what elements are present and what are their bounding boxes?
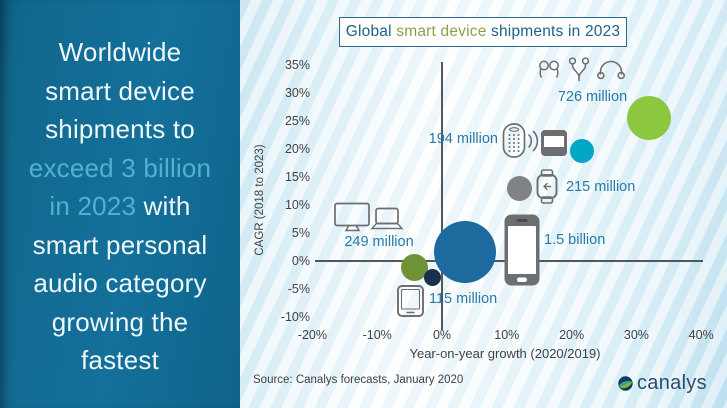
- label-speakers-streamers: 194 million: [428, 131, 498, 147]
- icon-layer: 726 million 194 million 215 million 1.5 …: [240, 0, 727, 408]
- headline-line: smart personal: [0, 226, 240, 265]
- bubble-tablets: [423, 269, 441, 287]
- bubble-pcs: [400, 253, 428, 281]
- headline-line: fastest: [0, 341, 240, 380]
- title-highlight: smart device: [396, 23, 487, 40]
- bubble-wearables: [506, 175, 532, 201]
- laptop-icon: [370, 207, 404, 230]
- label-personal-audio: 726 million: [557, 89, 628, 105]
- headline-text: fastest: [81, 345, 159, 375]
- headline-text: growing the: [51, 306, 189, 337]
- tablet-icon: [397, 285, 424, 317]
- canalys-globe-icon: [618, 375, 633, 391]
- y-axis-tick: -10%: [280, 310, 310, 324]
- bubble-smartphones: [433, 221, 496, 284]
- canalys-wordmark: canalys: [637, 372, 707, 394]
- headline-text: shipments to: [45, 114, 195, 144]
- earbuds-icon: [539, 60, 559, 78]
- chart-region: Global smart device shipments in 2023 CA…: [240, 0, 727, 408]
- bubble-speakers-streamers: [569, 139, 594, 164]
- headline-line: Worldwide: [0, 33, 240, 72]
- x-axis-tick: -10%: [362, 328, 392, 342]
- headline-line: shipments to: [0, 110, 240, 149]
- smartwatch-icon: [536, 169, 558, 204]
- headline-panel: Worldwide smart device shipments to exceed …: [0, 0, 240, 408]
- y-axis-tick: 25%: [284, 114, 310, 128]
- x-axis-tick: 0%: [432, 328, 452, 342]
- y-axis-tick: 5%: [291, 226, 310, 240]
- headline-line: growing the: [0, 303, 240, 342]
- media-streamer-icon: [541, 130, 567, 156]
- smartphone-icon: [504, 214, 540, 286]
- headline-highlight: exceed 3 billion: [28, 152, 212, 183]
- canalys-logo: canalys: [618, 373, 707, 393]
- headline-line: exceed 3 billion: [0, 149, 240, 188]
- x-axis-tick: 40%: [688, 328, 714, 342]
- desktop-icon: [334, 202, 370, 232]
- y-axis-tick: 0%: [291, 254, 310, 268]
- headline-text: with: [143, 191, 191, 221]
- headline-line: in 2023 with: [0, 187, 240, 226]
- headline-text: Worldwide: [58, 37, 182, 67]
- headphones-icon: [597, 60, 626, 80]
- smart-speaker-icon: [502, 123, 539, 158]
- x-axis-tick: 20%: [559, 328, 585, 342]
- chart-title-box: Global smart device shipments in 2023: [339, 17, 627, 47]
- x-axis-title: Year-on-year growth (2020/2019): [409, 346, 601, 361]
- x-axis-tick: -20%: [297, 328, 327, 342]
- plot-layer: CAGR (2018 to 2023) Year-on-year growth …: [240, 0, 727, 408]
- label-wearables: 215 million: [566, 179, 636, 195]
- source-note: Source: Canalys forecasts, January 2020: [253, 374, 464, 386]
- headline-highlight: in 2023: [49, 191, 144, 221]
- headline-line: audio category: [0, 264, 240, 303]
- x-axis-tick: 30%: [623, 328, 649, 342]
- y-axis-tick: 20%: [284, 142, 310, 156]
- label-pcs: 249 million: [344, 234, 414, 250]
- title-suffix: shipments in 2023: [486, 23, 621, 40]
- personal-audio-icons: [536, 57, 626, 83]
- earphones-icon: [568, 57, 590, 82]
- y-axis-tick: 30%: [284, 86, 310, 100]
- y-axis-tick: 10%: [284, 198, 310, 212]
- title-prefix: Global: [345, 23, 397, 40]
- y-axis-tick: 35%: [284, 58, 310, 72]
- headline-text: smart personal: [32, 229, 208, 260]
- bubble-personal-audio: [627, 96, 672, 141]
- bubble-layer: [240, 0, 727, 408]
- headline-text: smart device: [45, 75, 195, 106]
- y-axis-tick: 15%: [284, 170, 310, 184]
- label-tablets: 115 million: [429, 291, 498, 307]
- y-axis-tick: -5%: [287, 282, 310, 296]
- headline-line: smart device: [0, 72, 240, 111]
- headline-text: audio category: [33, 268, 207, 298]
- headline: Worldwide smart device shipments to exceed …: [0, 0, 240, 380]
- x-axis-tick: 10%: [494, 328, 520, 342]
- label-smartphones: 1.5 billion: [544, 232, 606, 248]
- y-axis-line: [441, 62, 443, 330]
